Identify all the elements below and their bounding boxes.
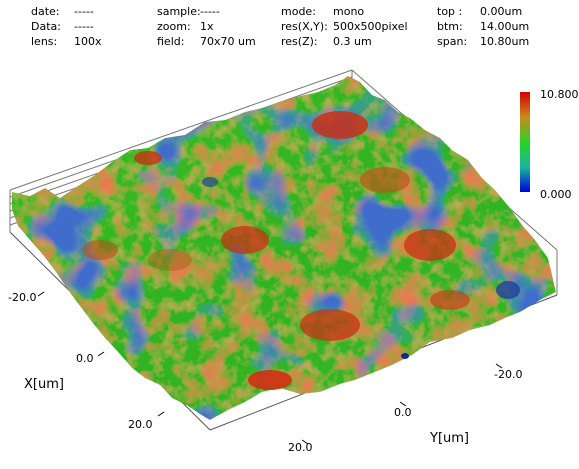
field-label: field:	[157, 35, 185, 48]
date-value: -----	[74, 5, 94, 18]
field-value: 70x70 um	[200, 35, 256, 48]
x-tick-label: -20.0	[8, 291, 36, 304]
res-xy-value: 500x500pixel	[333, 20, 408, 33]
x-axis: -20.0 0.0 20.0 X[um]	[8, 291, 165, 431]
surface-highlights	[82, 111, 520, 390]
res-xy-label: res(X,Y):	[281, 20, 328, 33]
lens-label: lens:	[31, 35, 58, 48]
lens-value: 100x	[74, 35, 102, 48]
y-tick-label: 0.0	[394, 406, 412, 419]
mode-label: mode:	[281, 5, 316, 18]
y-tick-label: -20.0	[494, 368, 522, 381]
colorbar-max-label: 10.800	[540, 88, 579, 101]
x-tick-label: 20.0	[128, 418, 153, 431]
y-axis: -20.0 0.0 20.0 Y[um]	[288, 363, 522, 454]
top-label: top :	[437, 5, 463, 18]
date-label: date:	[31, 5, 60, 18]
span-label: span:	[437, 35, 468, 48]
y-axis-title: Y[um]	[429, 431, 469, 446]
height-colorbar	[520, 92, 530, 192]
x-axis-title: X[um]	[24, 377, 64, 392]
btm-label: btm:	[437, 20, 463, 33]
y-tick-label: 20.0	[288, 441, 313, 454]
span-value: 10.80um	[480, 35, 530, 48]
x-tick-label: 0.0	[76, 352, 94, 365]
top-value: 0.00um	[480, 5, 523, 18]
data-value: -----	[74, 20, 94, 33]
res-z-label: res(Z):	[281, 35, 318, 48]
data-label: Data:	[31, 20, 61, 33]
zoom-value: 1x	[200, 20, 214, 33]
mode-value: mono	[333, 5, 365, 18]
sample-value: -----	[200, 5, 220, 18]
zoom-label: zoom:	[157, 20, 191, 33]
sample-label: sample:	[157, 5, 201, 18]
res-z-value: 0.3 um	[333, 35, 372, 48]
colorbar-min-label: 0.000	[540, 188, 572, 201]
btm-value: 14.00um	[480, 20, 530, 33]
